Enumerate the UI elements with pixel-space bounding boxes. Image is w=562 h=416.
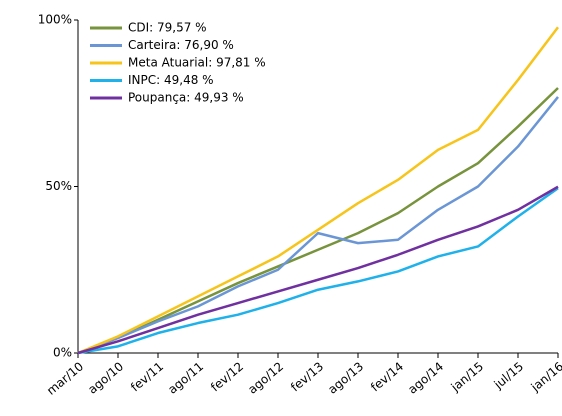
x-tick-label: ago/10: [85, 359, 126, 396]
line: [77, 96, 559, 355]
legend-label: Carteira: 76,90 %: [128, 38, 234, 52]
legend-label: INPC: 49,48 %: [128, 73, 214, 87]
x-tick-label: fev/13: [288, 359, 326, 394]
x-tick-label: fev/12: [208, 359, 246, 394]
x-tick-label: ago/11: [165, 359, 206, 396]
legend-label: CDI: 79,57 %: [128, 21, 207, 35]
x-tick-label: fev/11: [128, 359, 166, 394]
line: [77, 87, 559, 355]
x-tick-label: jan/15: [448, 359, 487, 395]
line: [77, 185, 559, 355]
x-tick-label: jan/16: [528, 359, 562, 395]
x-tick-label: ago/13: [325, 359, 366, 396]
x-tick-label: ago/14: [405, 359, 446, 396]
line: [77, 26, 559, 355]
legend-label: Meta Atuarial: 97,81 %: [128, 56, 266, 70]
y-tick-label: 100%: [38, 13, 72, 27]
x-tick-label: mar/10: [44, 359, 86, 398]
x-tick-label: ago/12: [245, 359, 286, 396]
x-tick-label: jul/15: [491, 359, 526, 392]
line: [77, 187, 559, 355]
x-tick-label: fev/14: [368, 359, 406, 394]
y-tick-label: 50%: [45, 179, 72, 193]
y-tick-label: 0%: [53, 346, 72, 360]
legend-label: Poupança: 49,93 %: [128, 91, 244, 105]
